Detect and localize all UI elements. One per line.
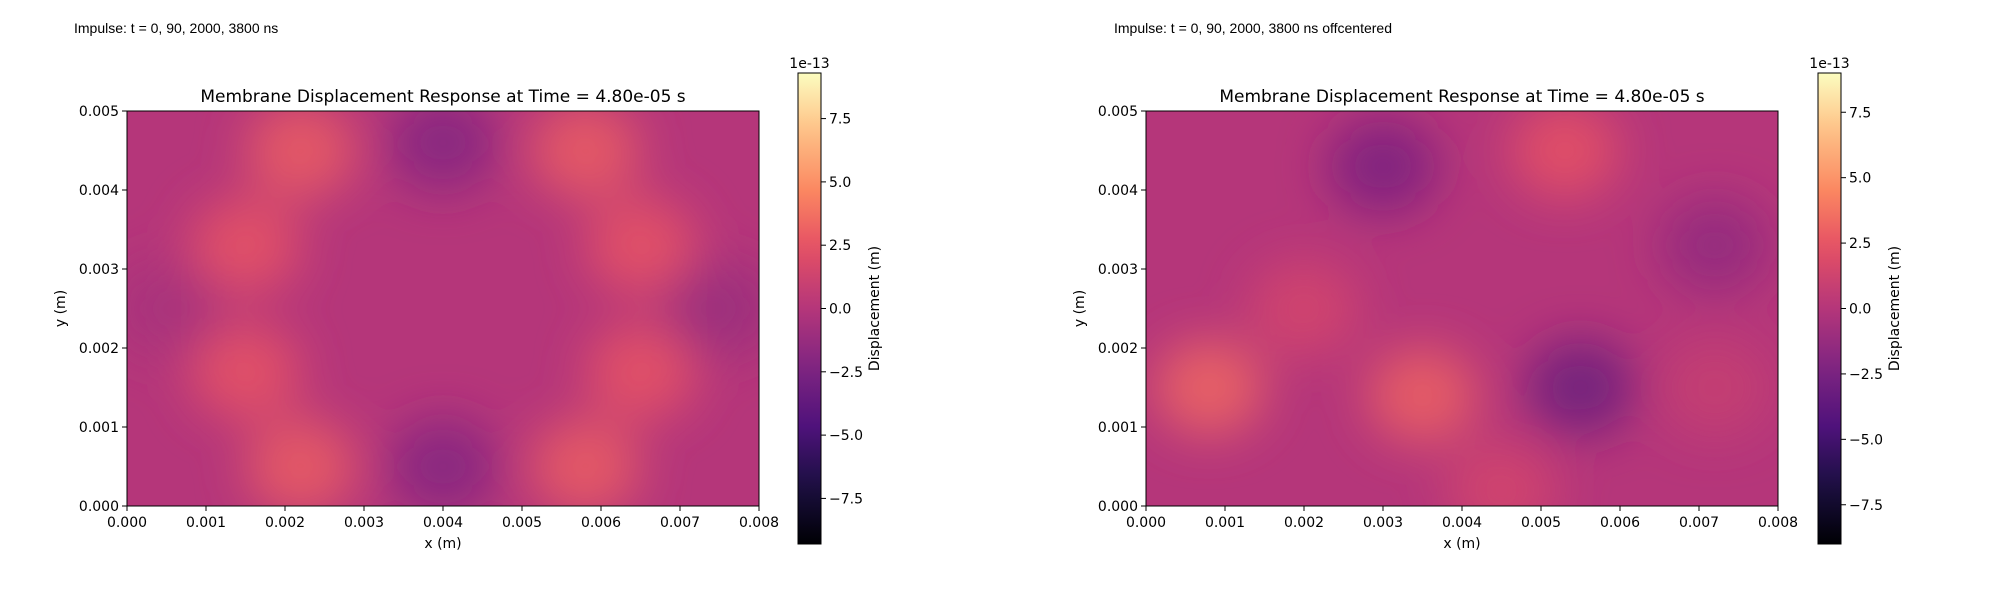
chart-panel-1: 0.000 0.001 0.002 0.003 0.004 0.005 0.006 0.007… (53, 56, 883, 552)
y-tick-label: 0.004 (79, 183, 119, 199)
y-tick-label: 0.002 (79, 341, 119, 357)
y-tick-label: 0.005 (1098, 104, 1138, 120)
colorbar (1817, 72, 1842, 545)
colorbar-tick-label: 7.5 (1849, 105, 1871, 121)
x-axis-label: x (m) (1443, 536, 1480, 552)
x-tick-label: 0.002 (265, 515, 305, 531)
x-tick-label: 0.001 (1205, 515, 1245, 531)
heatmap-feature-9 (388, 111, 498, 191)
colorbar-tick-label: −5.0 (1849, 432, 1883, 448)
y-axis-label: y (m) (1072, 290, 1088, 327)
heatmap-feature-6 (585, 323, 696, 420)
x-tick-label: 0.006 (581, 515, 621, 531)
panel-caption-left: Impulse: t = 0, 90, 2000, 3800 ns (74, 20, 279, 36)
y-tick-label: 0.003 (79, 262, 119, 278)
x-tick-label: 0.003 (344, 515, 384, 531)
chart-title: Membrane Displacement Response at Time =… (200, 87, 685, 107)
colorbar-tick-label: −5.0 (829, 428, 863, 444)
x-tick-label: 0.007 (660, 515, 700, 531)
y-axis-label: y (m) (53, 290, 69, 327)
heatmap-features (1154, 111, 1770, 506)
y-tick-label: 0.001 (1098, 420, 1138, 436)
colorbar-offset-text: 1e-13 (1809, 56, 1849, 72)
y-tick-label: 0.005 (79, 104, 119, 120)
chart-panel-2: 0.000 0.001 0.002 0.003 0.004 0.005 0.006 0.007… (1072, 56, 1903, 552)
y-tick-label: 0.004 (1098, 183, 1138, 199)
heatmap-feature-8 (1659, 197, 1770, 294)
x-tick-label: 0.000 (107, 515, 147, 531)
colorbar-tick-label: 0.0 (1849, 302, 1871, 318)
heatmap-feature-3 (1249, 260, 1359, 357)
y-tick-label: 0.001 (79, 420, 119, 436)
colorbar-label: Displacement (m) (1887, 246, 1903, 371)
heatmap-feature-6 (1328, 118, 1438, 215)
x-tick-label: 0.004 (1442, 515, 1482, 531)
heatmap-features (127, 111, 759, 506)
heatmap-feature-11 (664, 260, 759, 357)
heatmap-feature-8 (530, 418, 641, 506)
heatmap-feature-2 (1367, 347, 1478, 444)
x-tick-label: 0.001 (186, 515, 226, 531)
heatmap-feature-4 (1509, 111, 1620, 199)
heatmap-feature-1 (1154, 339, 1265, 436)
x-tick-label: 0.005 (502, 515, 542, 531)
x-tick-label: 0.004 (423, 515, 463, 531)
y-tick-label: 0.000 (79, 499, 119, 515)
heatmap-feature-5 (585, 197, 696, 294)
colorbar-tick-label: 2.5 (829, 238, 851, 254)
x-tick-label: 0.008 (739, 515, 779, 531)
colorbar-tick-label: −7.5 (1849, 498, 1883, 514)
x-tick-label: 0.008 (1758, 515, 1798, 531)
heatmap-feature-12 (127, 260, 222, 357)
heatmap-feature-2 (190, 323, 301, 420)
x-axis-label: x (m) (424, 536, 461, 552)
heatmap-feature-3 (245, 111, 356, 199)
x-tick-label: 0.003 (1363, 515, 1403, 531)
colorbar-tick-label: 5.0 (829, 175, 851, 191)
x-tick-label: 0.000 (1126, 515, 1166, 531)
y-tick-label: 0.000 (1098, 499, 1138, 515)
colorbar-tick-label: −7.5 (829, 491, 863, 507)
colorbar-tick-label: 2.5 (1849, 236, 1871, 252)
y-tick-label: 0.003 (1098, 262, 1138, 278)
heatmap-field (127, 111, 759, 506)
colorbar-tick-label: 7.5 (829, 112, 851, 128)
y-tick-label: 0.002 (1098, 341, 1138, 357)
x-tick-label: 0.002 (1284, 515, 1324, 531)
x-tick-label: 0.007 (1679, 515, 1719, 531)
heatmap-feature-1 (190, 197, 301, 294)
colorbar-tick-label: 5.0 (1849, 171, 1871, 187)
heatmap-feature-10 (388, 418, 498, 506)
heatmap-field (1146, 111, 1778, 506)
colorbar-tick-label: 0.0 (829, 302, 851, 318)
colorbar-label: Displacement (m) (867, 246, 883, 371)
heatmap-feature-4 (245, 418, 356, 506)
chart-title: Membrane Displacement Response at Time =… (1219, 87, 1704, 107)
panel-caption-right: Impulse: t = 0, 90, 2000, 3800 ns offcen… (1114, 20, 1392, 36)
colorbar (797, 72, 822, 545)
x-tick-label: 0.005 (1521, 515, 1561, 531)
colorbar-offset-text: 1e-13 (789, 56, 829, 72)
heatmap-feature-7 (530, 111, 641, 199)
x-tick-label: 0.006 (1600, 515, 1640, 531)
heatmap-feature-5 (1446, 442, 1557, 506)
colorbar-tick-label: −2.5 (829, 365, 863, 381)
colorbar-tick-label: −2.5 (1849, 367, 1883, 383)
heatmap-background (1146, 111, 1778, 506)
heatmap-feature-7 (1525, 339, 1636, 436)
heatmap-feature-9 (1659, 339, 1770, 436)
